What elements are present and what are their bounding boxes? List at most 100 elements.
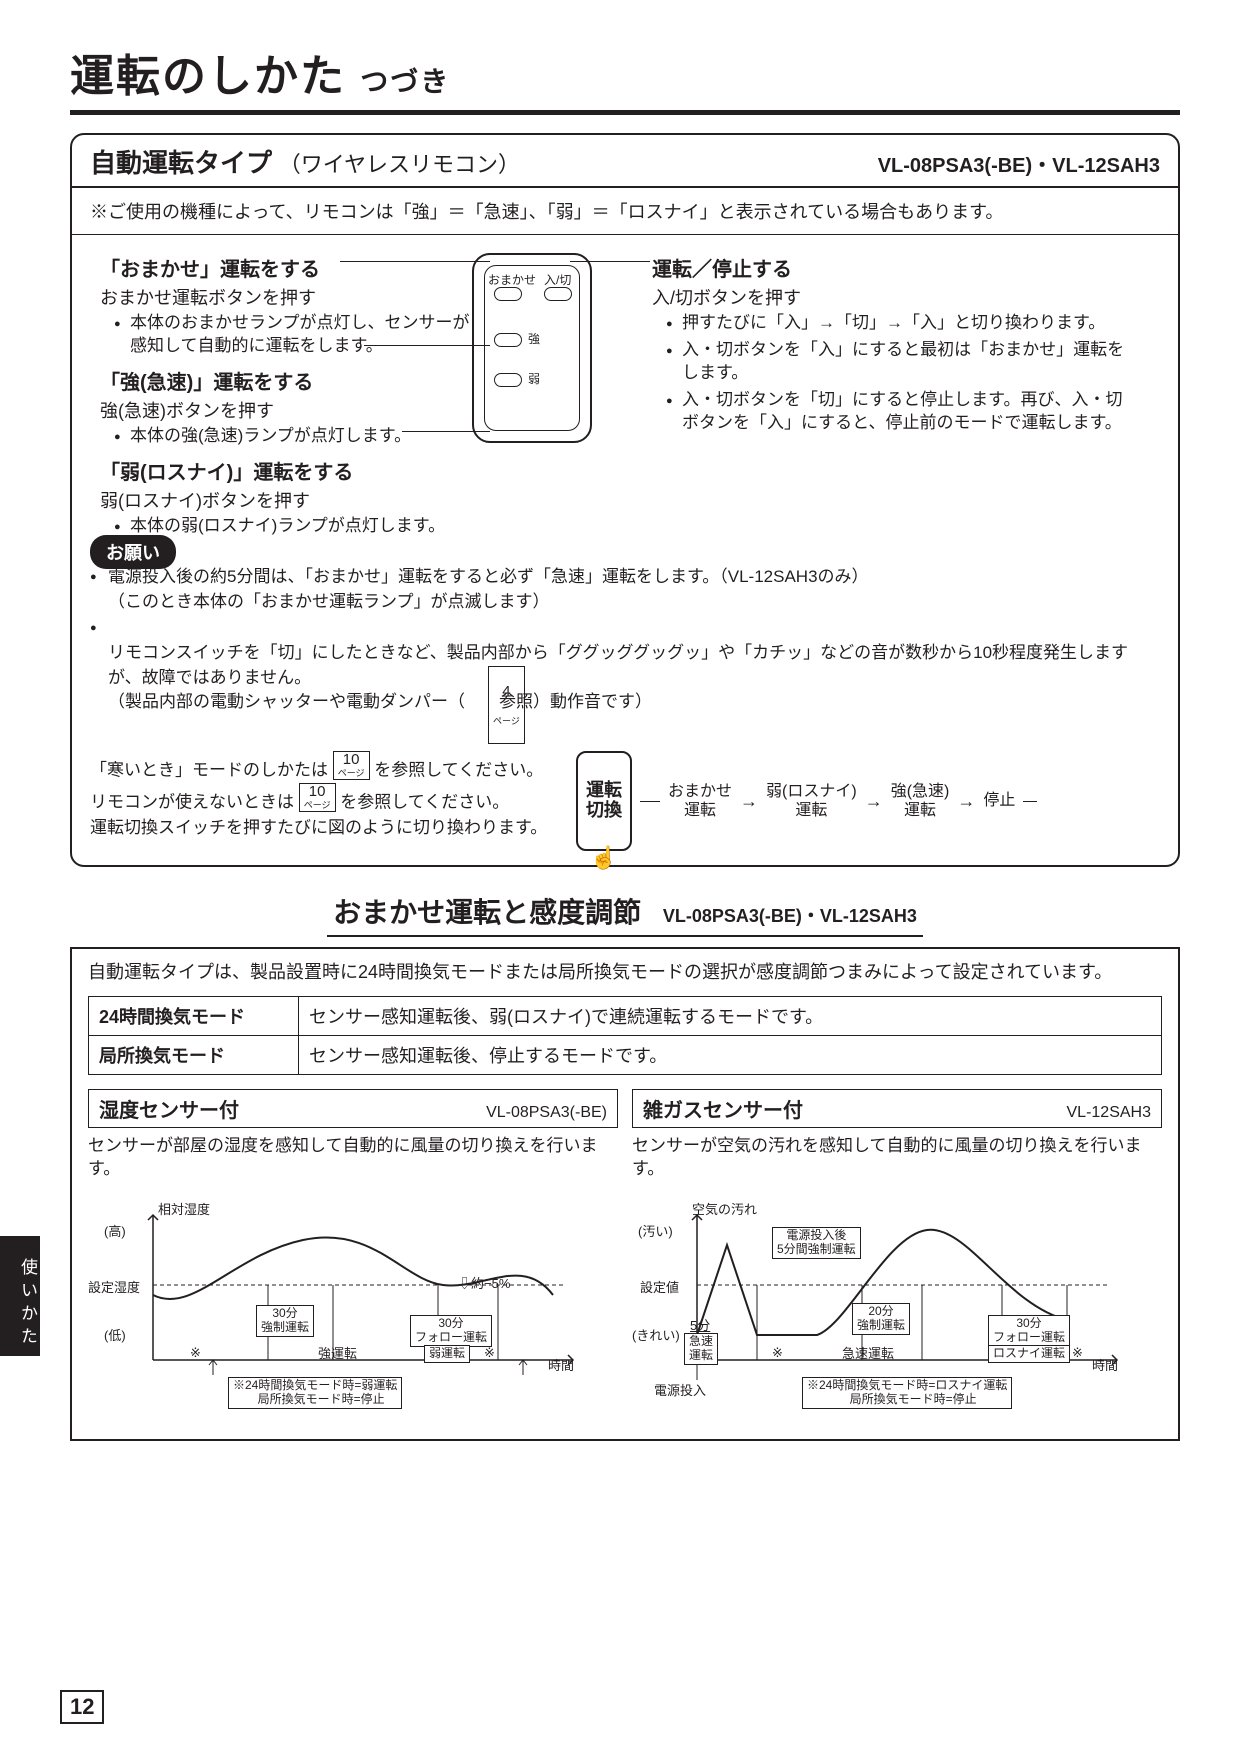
- title-sub: つづき: [360, 66, 450, 97]
- chart1-power5: 電源投入後 5分間強制運転: [772, 1227, 861, 1259]
- section1-paren: （ワイヤレスリモコン）: [279, 152, 520, 177]
- chart1-yhigh: (汚い): [638, 1221, 673, 1240]
- remote-label-omakase: おまかせ: [488, 271, 536, 288]
- title-main: 運転のしかた: [70, 52, 346, 101]
- chart1-star2: ※: [1072, 1345, 1083, 1361]
- section1-models: VL-08PSA3(-BE)・VL-12SAH3: [878, 149, 1160, 178]
- title-rule: [70, 110, 1180, 115]
- bullet-strong-0: 本体の強(急速)ランプが点灯します。: [114, 425, 480, 448]
- sensor-row: 湿度センサー付 VL-08PSA3(-BE) センサーが部屋の湿度を感知して自動…: [88, 1089, 1162, 1426]
- section2-models: VL-08PSA3(-BE)・VL-12SAH3: [663, 906, 917, 926]
- section1-box: 自動運転タイプ （ワイヤレスリモコン） VL-08PSA3(-BE)・VL-12…: [70, 133, 1180, 867]
- sensor-col-gas: 雑ガスセンサー付 VL-12SAH3 センサーが空気の汚れを感知して自動的に風量…: [632, 1089, 1162, 1426]
- page-ref-4-txt: ページ: [493, 717, 520, 727]
- chart0-modenote: ※24時間換気モード時=弱運転 局所換気モード時=停止: [228, 1377, 402, 1409]
- section1-type: 自動運転タイプ: [90, 148, 272, 178]
- section2-box: 自動運転タイプは、製品設置時に24時間換気モードまたは局所換気モードの選択が感度…: [70, 947, 1180, 1442]
- table-row: 24時間換気モード センサー感知運転後、弱(ロスナイ)で連続運転するモードです。: [89, 996, 1162, 1035]
- sub-strong: 強(急速)ボタンを押す: [100, 397, 480, 423]
- remote-label-onoff: 入/切: [544, 271, 571, 288]
- chart1-losnai: ロスナイ運転: [988, 1345, 1070, 1363]
- sub-omakase: おまかせ運転ボタンを押す: [100, 284, 480, 310]
- sensor-head-gas: 雑ガスセンサー付 VL-12SAH3: [632, 1089, 1162, 1128]
- bl-line3: 運転切換スイッチを押すたびに図のように切り換わります。: [90, 815, 560, 841]
- bullet-right-2: 入・切ボタンを「切」にすると停止します。再び、入・切ボタンを「入」にすると、停止…: [666, 389, 1132, 435]
- ref10b-txt: ページ: [304, 801, 331, 811]
- chart0-follow30: 30分 フォロー運転: [410, 1315, 492, 1347]
- sensor-desc-0: センサーが部屋の湿度を感知して自動的に風量の切り換えを行います。: [88, 1134, 618, 1182]
- mode-name-0: 24時間換気モード: [89, 996, 299, 1035]
- section1-note: ※ご使用の機種によって、リモコンは「強」＝「急速」、「弱」＝「ロスナイ」と表示さ…: [72, 188, 1178, 235]
- head-weak: 「弱(ロスナイ)」運転をする: [100, 456, 480, 485]
- onegai-list: 電源投入後の約5分間は、「おまかせ」運転をすると必ず「急速」運転をします。（VL…: [72, 565, 1178, 751]
- sensor-desc-1: センサーが空気の汚れを感知して自動的に風量の切り換えを行います。: [632, 1134, 1162, 1182]
- mode-name-1: 局所換気モード: [89, 1035, 299, 1074]
- chart1-yset: 設定値: [640, 1277, 679, 1296]
- sensor-model-0: VL-08PSA3(-BE): [486, 1104, 607, 1122]
- flow-line-0: [640, 801, 660, 802]
- chart0-drop: ⇩約−5%: [458, 1273, 510, 1292]
- bullet-right-1: 入・切ボタンを「入」にすると最初は「おまかせ」運転をします。: [666, 339, 1132, 385]
- page-number: 12: [60, 1690, 104, 1724]
- remote-diagram: おまかせ 入/切 強 弱: [472, 253, 592, 443]
- chart-humidity: 相対湿度 (高) 設定湿度 (低) 時間 ⇩約−5% 30分 強制運転 30分 …: [88, 1185, 618, 1425]
- chart1-poweron: 電源投入: [654, 1380, 706, 1399]
- remote-btn-strong: [494, 333, 522, 347]
- section2-intro: 自動運転タイプは、製品設置時に24時間換気モードまたは局所換気モードの選択が感度…: [88, 959, 1162, 986]
- side-tab: 使いかた: [0, 1236, 40, 1356]
- chart1-xlabel: 時間: [1092, 1355, 1118, 1374]
- chart0-forced30: 30分 強制運転: [256, 1305, 314, 1337]
- mode-table: 24時間換気モード センサー感知運転後、弱(ロスナイ)で連続運転するモードです。…: [88, 996, 1162, 1075]
- page-title: 運転のしかた つづき: [70, 40, 1180, 104]
- sensor-head-humidity: 湿度センサー付 VL-08PSA3(-BE): [88, 1089, 618, 1128]
- block-omakase: 「おまかせ」運転をする おまかせ運転ボタンを押す 本体のおまかせランプが点灯し、…: [100, 253, 480, 358]
- chart-gas: 空気の汚れ (汚い) 設定値 (きれい) 時間 電源投入後 5分間強制運転 20…: [632, 1185, 1162, 1425]
- left-column: 「おまかせ」運転をする おまかせ運転ボタンを押す 本体のおまかせランプが点灯し、…: [100, 253, 480, 542]
- chart0-yset: 設定湿度: [88, 1277, 140, 1296]
- finger-icon: ☝: [590, 846, 617, 870]
- chart0-strong: 強運転: [318, 1343, 357, 1362]
- sub-runstop: 入/切ボタンを押す: [652, 284, 1132, 310]
- remote-label-strong: 強: [528, 330, 540, 347]
- chart1-ylow: (きれい): [632, 1325, 680, 1344]
- chart1-rapid-small: 急速 運転: [684, 1333, 718, 1365]
- bl-line2a: リモコンが使えないときは: [90, 793, 294, 812]
- section2-title-wrap: おまかせ運転と感度調節 VL-08PSA3(-BE)・VL-12SAH3: [70, 891, 1180, 937]
- chart1-star1: ※: [772, 1345, 783, 1361]
- onegai-item-0: 電源投入後の約5分間は、「おまかせ」運転をすると必ず「急速」運転をします。（VL…: [90, 565, 1160, 614]
- onegai-item-1-text: リモコンスイッチを「切」にしたときなど、製品内部から「ググッググッグッ」や「カチ…: [108, 643, 1128, 711]
- remote-label-weak: 弱: [528, 370, 540, 387]
- table-row: 局所換気モード センサー感知運転後、停止するモードです。: [89, 1035, 1162, 1074]
- remote-btn-omakase: [494, 287, 522, 301]
- section2-title-text: おまかせ運転と感度調節: [333, 897, 641, 928]
- chart1-modenote: ※24時間換気モード時=ロスナイ運転 局所換気モード時=停止: [802, 1377, 1012, 1409]
- flow-button: 運転 切換 ☝: [576, 751, 632, 850]
- bl-line2b: を参照してください。: [340, 793, 509, 812]
- block-weak: 「弱(ロスナイ)」運転をする 弱(ロスナイ)ボタンを押す 本体の弱(ロスナイ)ラ…: [100, 456, 480, 538]
- onegai-label: お願い: [90, 535, 176, 569]
- lead-onoff: [570, 261, 650, 262]
- chart0-star1: ※: [190, 1345, 201, 1361]
- onegai-item-1: リモコンスイッチを「切」にしたときなど、製品内部から「ググッググッグッ」や「カチ…: [90, 616, 1160, 739]
- section1-heading: 自動運転タイプ （ワイヤレスリモコン） VL-08PSA3(-BE)・VL-12…: [72, 135, 1178, 188]
- flow-line-end: [1023, 801, 1037, 802]
- page-ref-4-num: 4: [493, 684, 520, 701]
- sensor-model-1: VL-12SAH3: [1067, 1104, 1152, 1122]
- chart1-forced20: 20分 強制運転: [852, 1303, 910, 1335]
- chart0-xlabel: 時間: [548, 1355, 574, 1374]
- mode-desc-0: センサー感知運転後、弱(ロスナイ)で連続運転するモードです。: [299, 996, 1162, 1035]
- head-strong: 「強(急速)」運転をする: [100, 366, 480, 395]
- chart0-star2: ※: [484, 1345, 495, 1361]
- chart1-ytitle: 空気の汚れ: [692, 1199, 757, 1218]
- remote-btn-weak: [494, 373, 522, 387]
- bullet-omakase-0: 本体のおまかせランプが点灯し、センサーが感知して自動的に運転をします。: [114, 312, 480, 358]
- sensor-name-1: 雑ガスセンサー付: [643, 1094, 803, 1123]
- bullet-right-0: 押すたびに「入」→「切」→「入」と切り換わります。: [666, 312, 1132, 335]
- head-runstop: 運転／停止する: [652, 253, 1132, 282]
- chart0-ytitle: 相対湿度: [158, 1199, 210, 1218]
- sensor-col-humidity: 湿度センサー付 VL-08PSA3(-BE) センサーが部屋の湿度を感知して自動…: [88, 1089, 618, 1426]
- block-strong: 「強(急速)」運転をする 強(急速)ボタンを押す 本体の強(急速)ランプが点灯し…: [100, 366, 480, 448]
- sensor-name-0: 湿度センサー付: [99, 1094, 239, 1123]
- flow-button-label: 運転 切換: [586, 780, 622, 820]
- head-omakase: 「おまかせ」運転をする: [100, 253, 480, 282]
